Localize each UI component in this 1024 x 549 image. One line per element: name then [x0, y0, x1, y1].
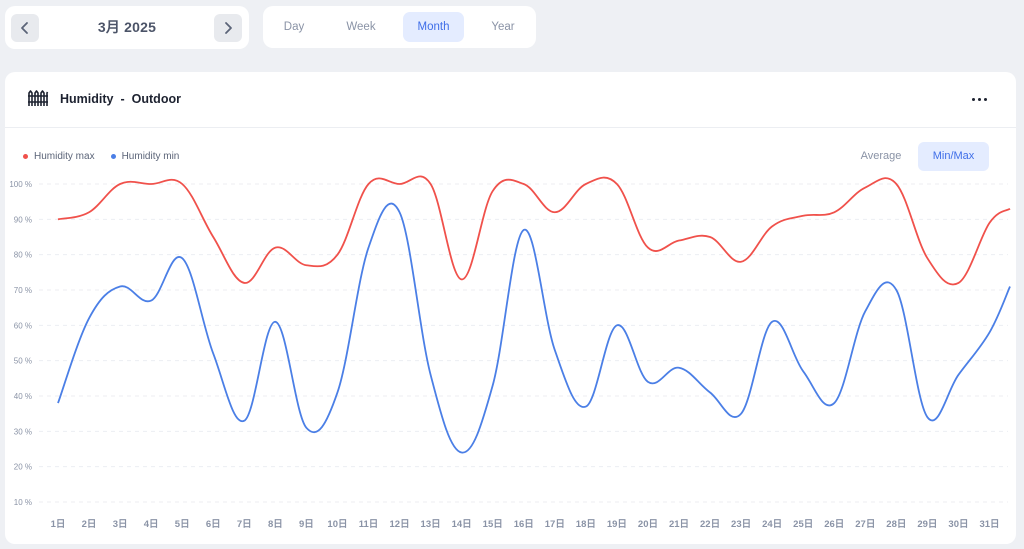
card-title: Humidity - Outdoor [60, 92, 181, 106]
y-tick-label: 90 % [14, 215, 32, 224]
legend-item-min[interactable]: Humidity min [110, 151, 180, 162]
humidity-max-line [57, 175, 1011, 286]
date-navigator: 3月 2025 [5, 6, 249, 49]
title-separator: - [120, 92, 125, 106]
x-tick-label: 5日 [175, 519, 190, 530]
x-tick-label: 17日 [545, 519, 565, 530]
tab-month[interactable]: Month [403, 12, 464, 42]
tab-day[interactable]: Day [283, 21, 305, 33]
x-tick-label: 25日 [793, 519, 813, 530]
x-tick-label: 6日 [206, 519, 221, 530]
x-tick-label: 23日 [731, 519, 751, 530]
x-tick-label: 1日 [51, 519, 66, 530]
previous-month-button[interactable] [11, 14, 39, 42]
x-tick-label: 31日 [979, 519, 999, 530]
x-tick-label: 7日 [237, 519, 252, 530]
legend-label-max: Humidity max [34, 151, 95, 162]
chart-legend: Humidity max Humidity min [23, 151, 179, 162]
legend-label-min: Humidity min [121, 151, 180, 162]
tab-week[interactable]: Week [346, 21, 376, 33]
humidity-min-line [57, 202, 1011, 454]
legend-dot-max [23, 154, 28, 159]
x-tick-label: 29日 [917, 519, 937, 530]
x-tick-label: 14日 [452, 519, 472, 530]
humidity-card: Humidity - Outdoor Humidity max Humidity m… [5, 72, 1016, 544]
x-tick-label: 8日 [268, 519, 283, 530]
x-tick-label: 10日 [327, 519, 347, 530]
y-tick-label: 10 % [14, 498, 32, 507]
y-tick-label: 30 % [14, 427, 32, 436]
x-tick-label: 21日 [669, 519, 689, 530]
x-tick-label: 13日 [421, 519, 441, 530]
average-mode-button[interactable]: Average [860, 150, 902, 162]
y-tick-label: 70 % [14, 286, 32, 295]
legend-dot-min [110, 154, 116, 159]
current-month-label: 3月 2025 [97, 19, 157, 35]
x-tick-label: 4日 [144, 519, 159, 530]
y-tick-label: 80 % [14, 251, 32, 260]
x-tick-label: 20日 [638, 519, 658, 530]
minmax-mode-button[interactable]: Min/Max [918, 142, 989, 171]
x-tick-label: 26日 [824, 519, 844, 530]
x-tick-label: 2日 [82, 519, 97, 530]
next-month-button[interactable] [214, 14, 242, 42]
x-tick-label: 11日 [359, 519, 379, 530]
y-tick-label: 20 % [14, 463, 32, 472]
y-tick-label: 50 % [14, 357, 32, 366]
y-tick-label: 40 % [14, 392, 32, 401]
x-tick-label: 22日 [700, 519, 720, 530]
x-tick-label: 28日 [886, 519, 906, 530]
y-tick-label: 60 % [14, 321, 32, 330]
x-tick-label: 15日 [483, 519, 503, 530]
x-tick-label: 9日 [299, 519, 314, 530]
legend-item-max[interactable]: Humidity max [23, 151, 95, 162]
metric-label: Humidity [60, 92, 114, 106]
x-tick-label: 16日 [514, 519, 534, 530]
chevron-left-icon [21, 22, 28, 34]
x-tick-label: 12日 [390, 519, 410, 530]
x-tick-label: 24日 [762, 519, 782, 530]
card-header: Humidity - Outdoor [5, 72, 1016, 128]
x-tick-label: 18日 [576, 519, 596, 530]
x-tick-label: 3日 [113, 519, 128, 530]
x-tick-label: 27日 [855, 519, 875, 530]
period-tabs: Day Week Month Year [263, 6, 536, 48]
mode-toggle: Average Min/Max [846, 142, 989, 171]
y-tick-label: 100 % [9, 180, 32, 189]
fence-icon [28, 90, 49, 106]
tab-year[interactable]: Year [491, 21, 515, 33]
x-tick-label: 30日 [948, 519, 968, 530]
x-tick-label: 19日 [607, 519, 627, 530]
chevron-right-icon [225, 22, 232, 34]
humidity-line-chart: 10 % 20 % 30 % 40 % 50 % 60 % 70 % 80 % 90 % 100 … [9, 175, 1011, 530]
location-label: Outdoor [131, 92, 181, 106]
more-options-button[interactable] [970, 89, 990, 109]
